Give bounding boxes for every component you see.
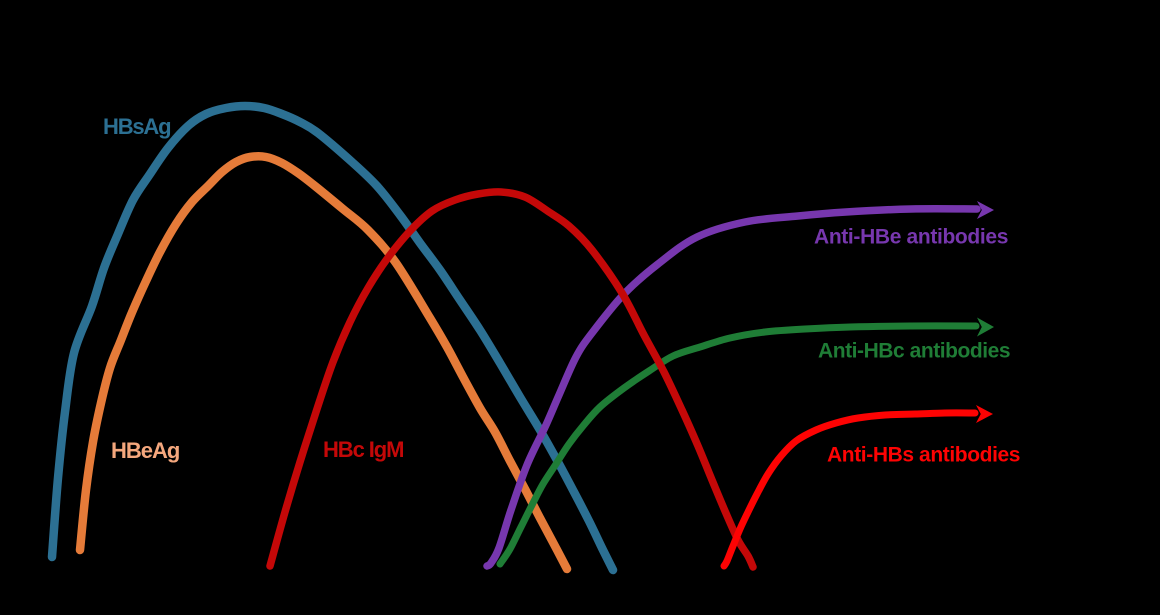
svg-text:Anti-HBs antibodies: Anti-HBs antibodies xyxy=(827,444,1020,467)
svg-text:HBsAg: HBsAg xyxy=(103,114,170,139)
svg-text:HBc IgM: HBc IgM xyxy=(323,437,403,462)
svg-text:Anti-HBc antibodies: Anti-HBc antibodies xyxy=(818,340,1010,363)
svg-text:Anti-HBe antibodies: Anti-HBe antibodies xyxy=(814,226,1008,249)
svg-text:HBeAg: HBeAg xyxy=(111,438,179,463)
